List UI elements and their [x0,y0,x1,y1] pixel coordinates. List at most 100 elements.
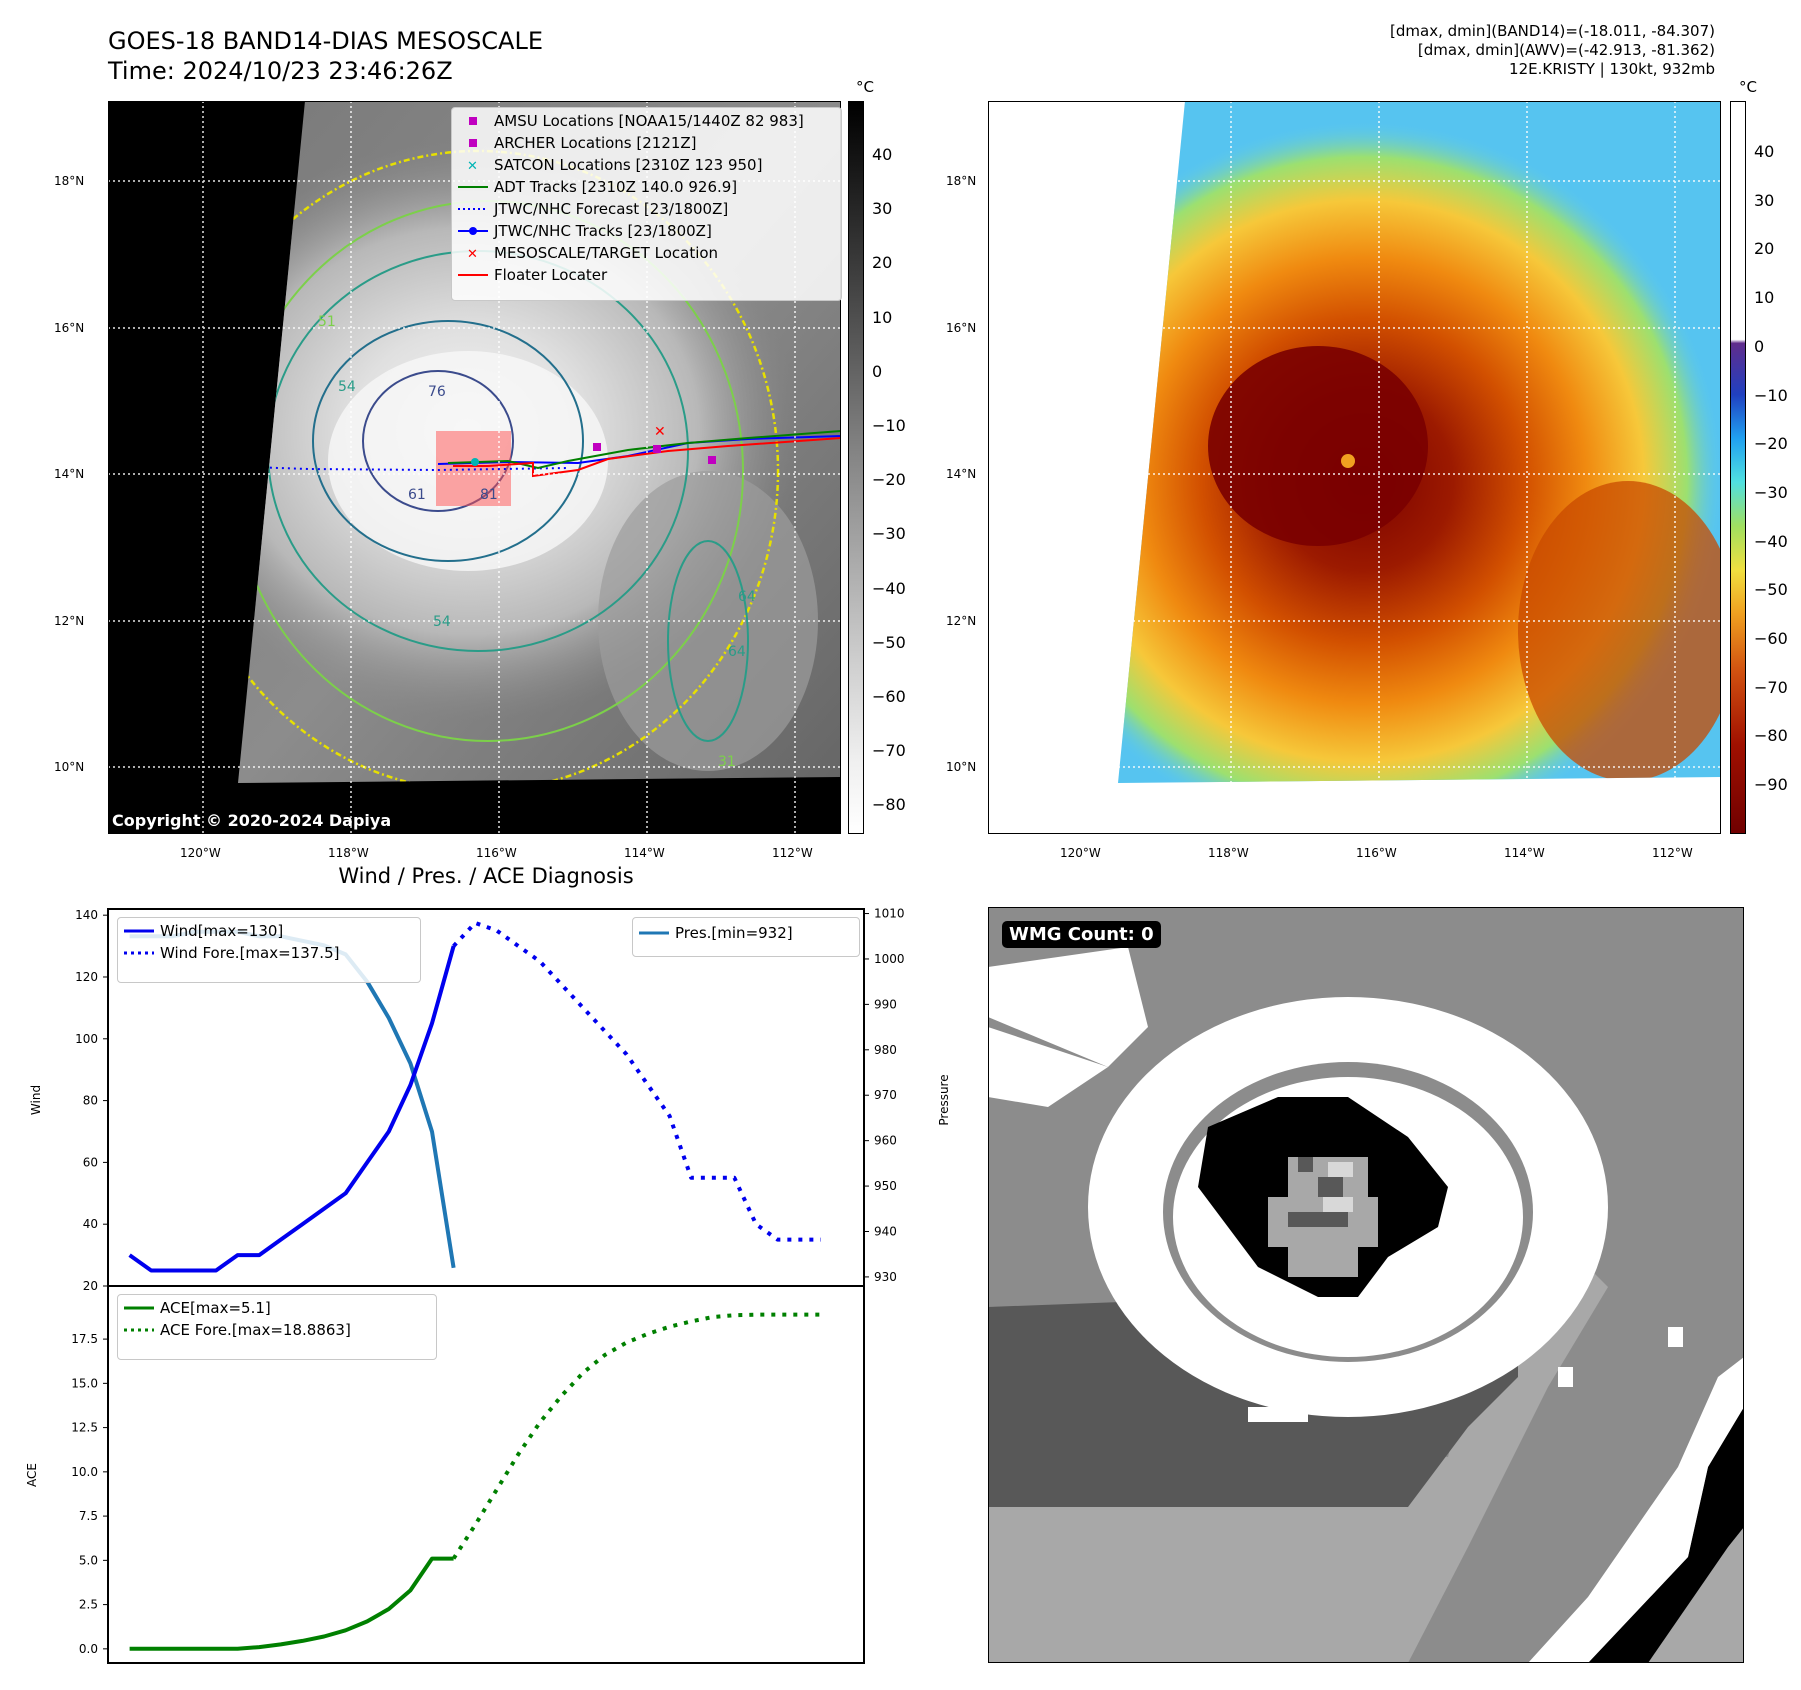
lat-label: 10°N [54,760,85,774]
colorbar-tick-label: −70 [1754,677,1788,697]
colorbar-tick-label: 10 [1754,288,1775,308]
ace-series-line [129,1556,454,1651]
map-legend-item: ADT Tracks [2310Z 140.0 926.9] [458,176,841,198]
pressure-tick-label: 990 [874,997,897,1011]
pressure-tick-label: 940 [874,1224,897,1238]
colorbar-tick-label: 0 [872,361,883,381]
pressure-tick-label: 980 [874,1043,897,1057]
lat-label: 10°N [946,760,977,774]
wind-tick-label: 20 [83,1279,98,1293]
title-time: Time: 2024/10/23 23:46:26Z [108,57,453,85]
colorbar-tick-label: 30 [872,199,893,219]
map-legend-item: Floater Locater [458,264,841,286]
wind-legend-label: Wind[max=130] [160,922,284,940]
contour-label: 54 [338,379,356,395]
colorbar-tick-label: −60 [1754,629,1788,648]
colorbar-tick-label: 20 [1754,239,1775,259]
stats-header: [dmax, dmin](BAND14)=(-18.011, -84.307) … [1200,22,1715,79]
pressure-legend-label: Pres.[min=932] [675,924,793,942]
lat-label: 14°N [54,467,85,481]
lon-label: 120°W [180,846,221,860]
map-legend-label: ADT Tracks [2310Z 140.0 926.9] [494,178,738,196]
lat-label: 14°N [946,467,977,481]
svg-text:✕: ✕ [467,247,478,262]
x-marker-icon: ✕ [458,242,488,264]
colorbar-tick-label: 30 [1754,190,1775,210]
map-legend-item: ✕ MESOSCALE/TARGET Location [458,242,841,264]
colorbar-tick-label: −50 [872,632,906,652]
pressure-tick-label: 960 [874,1134,897,1148]
storm-info: 12E.KRISTY | 130kt, 932mb [1509,60,1715,78]
wmg-count-badge: WMG Count: 0 [1002,921,1161,948]
contour-label: 54 [433,614,451,630]
map-legend-label: JTWC/NHC Tracks [23/1800Z] [494,222,712,240]
map-legend-item: JTWC/NHC Forecast [23/1800Z] [458,198,841,220]
wind-tick-label: 120 [75,970,98,984]
map-legend-label: Floater Locater [494,266,608,284]
line-marker-icon [458,176,488,198]
grayscale-colorbar [848,101,864,834]
lat-label: 16°N [54,321,85,335]
svg-text:✕: ✕ [467,159,478,174]
figure-title: GOES-18 BAND14-DIAS MESOSCALE Time: 2024… [108,26,543,86]
pressure-tick-label: 1010 [874,907,905,921]
colorbar-tick-label: −20 [1754,434,1788,454]
colorbar-tick-label: −30 [1754,482,1788,502]
contour-label: 51 [318,314,336,330]
contour-label: 76 [428,384,446,400]
wind-tick-label: 100 [75,1032,98,1046]
colorbar-tick-label: −80 [1754,726,1788,746]
colorbar-tick-label: 0 [1754,336,1765,356]
colorbar-unit: °C [856,78,874,96]
wind-tick-label: 60 [83,1155,98,1169]
wind-tick-label: 40 [83,1217,98,1231]
awv-minmax: [dmax, dmin](AWV)=(-42.913, -81.362) [1417,41,1715,59]
enhanced-colorbar [1730,101,1746,834]
ace-tick-label: 5.0 [79,1553,98,1567]
pressure-tick-label: 970 [874,1088,897,1102]
map-legend-label: AMSU Locations [NOAA15/1440Z 82 983] [494,112,804,130]
diagnosis-chart: 20 40 60 80 100 120 140 930 940 950 960 970 980 990 10… [25,907,951,1664]
wind-forecast-series-line [452,920,821,1242]
wind-axis-label: Wind [29,1085,43,1115]
lon-label: 118°W [328,846,369,860]
colorbar-tick-label: −60 [872,687,906,706]
lon-label: 118°W [1208,846,1249,860]
pressure-tick-label: 950 [874,1179,897,1193]
colorbar-tick-label: −10 [1754,385,1788,405]
map-legend-item: ARCHER Locations [2121Z] [458,132,841,154]
colorbar-tick-label: −90 [1754,775,1788,795]
contour-label: 81 [480,487,498,503]
map-legend-label: SATCON Locations [2310Z 123 950] [494,156,763,174]
lon-label: 112°W [1652,846,1693,860]
colorbar-tick-label: 20 [872,253,893,273]
map-legend: AMSU Locations [NOAA15/1440Z 82 983] ARCH… [451,107,842,301]
lat-label: 12°N [946,614,977,628]
line-dot-marker-icon [458,220,488,242]
colorbar-tick-label: 40 [872,145,893,164]
copyright-text: Copyright © 2020-2024 Dapiya [112,811,392,830]
ace-tick-label: 12.5 [71,1421,98,1435]
ace-legend-label: ACE[max=5.1] [160,1299,271,1317]
square-marker-icon [458,110,488,132]
wmg-panel [988,907,1744,1663]
colorbar-tick-label: −20 [872,470,906,490]
contour-label: 61 [408,487,426,503]
colorbar-tick-label: −40 [1754,531,1788,551]
wind-tick-label: 80 [83,1094,98,1108]
ace-axis-label: ACE [25,1463,39,1487]
lat-label: 12°N [54,614,85,628]
colorbar-tick-label: −10 [872,416,906,435]
lat-label: 18°N [54,174,85,188]
square-marker-icon [458,132,488,154]
lon-label: 112°W [772,846,813,860]
colorbar-tick-label: −40 [872,578,906,598]
colorbar-tick-label: 10 [872,307,893,327]
wind-series-line [128,945,456,1273]
lon-label: 116°W [1356,846,1397,860]
ir-color-map [988,101,1721,834]
colorbar-tick-label: −30 [872,524,906,544]
map-legend-item: JTWC/NHC Tracks [23/1800Z] [458,220,841,242]
map-legend-item: AMSU Locations [NOAA15/1440Z 82 983] [458,110,841,132]
map-legend-label: ARCHER Locations [2121Z] [494,134,697,152]
